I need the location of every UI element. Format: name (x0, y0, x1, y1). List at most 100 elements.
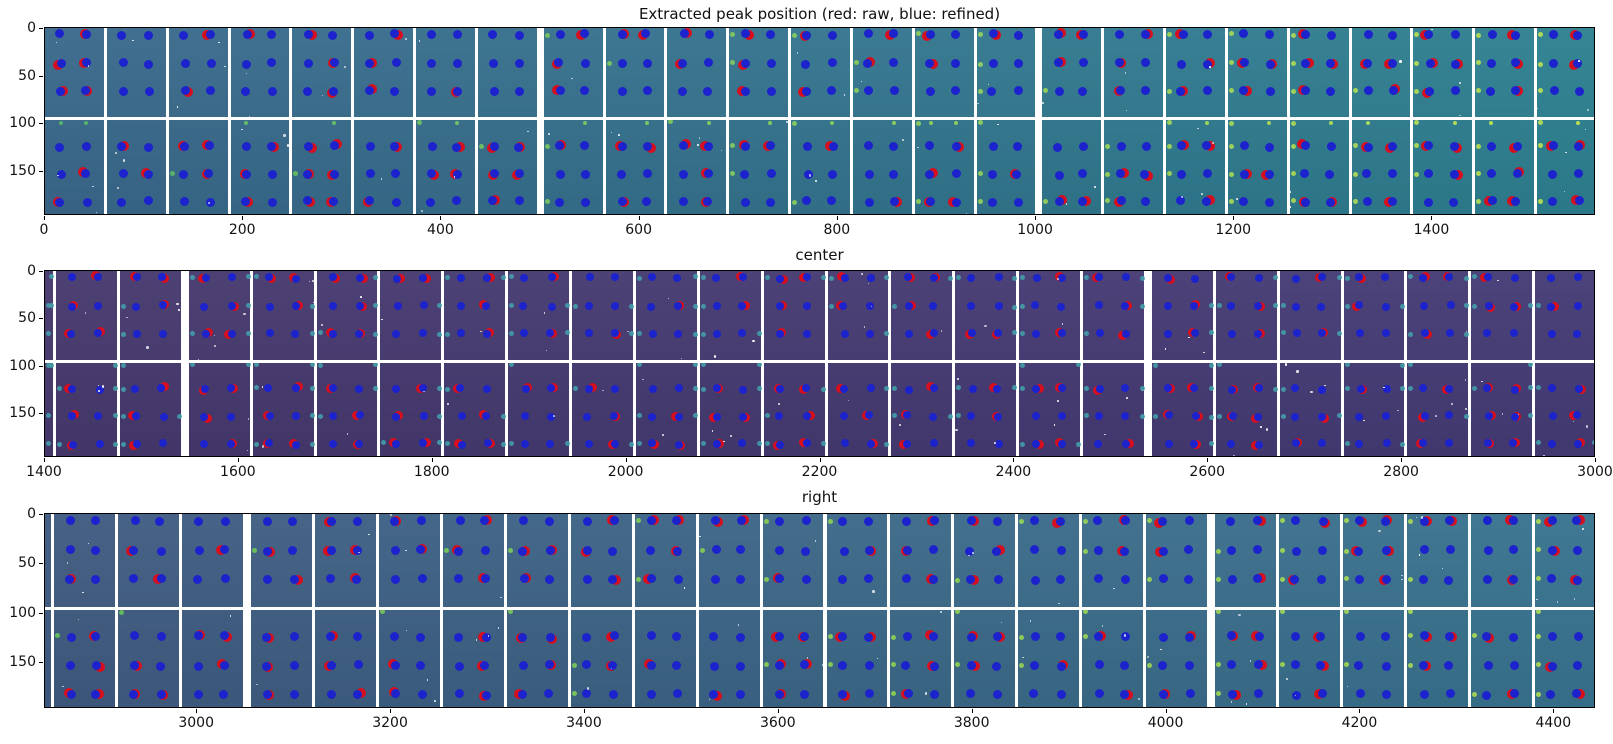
edge-peak-dot (46, 413, 51, 419)
noise-speckle (229, 615, 232, 617)
refined-peak-dot (144, 169, 154, 179)
edge-peak-dot (1464, 302, 1470, 308)
refined-peak-dot (1387, 30, 1397, 40)
refined-peak-dot (426, 30, 436, 40)
refined-peak-dot (355, 440, 364, 449)
refined-peak-dot (518, 515, 528, 525)
edge-peak-dot (1208, 385, 1214, 391)
refined-peak-dot (966, 688, 976, 698)
refined-peak-dot (1229, 412, 1238, 421)
refined-peak-dot (1356, 689, 1366, 699)
refined-peak-dot (66, 632, 76, 642)
detector-module (416, 28, 475, 214)
noise-speckle (610, 667, 613, 670)
refined-peak-dot (1573, 575, 1583, 585)
refined-peak-dot (802, 330, 811, 339)
noise-speckle (55, 41, 58, 44)
edge-peak-dot (892, 412, 898, 418)
edge-peak-dot (1105, 172, 1111, 178)
refined-peak-dot (1095, 689, 1105, 699)
refined-peak-dot (1361, 168, 1371, 178)
refined-peak-dot (967, 439, 976, 448)
edge-peak-dot (1290, 170, 1296, 176)
refined-peak-dot (802, 384, 811, 393)
noise-speckle (697, 144, 699, 146)
refined-peak-dot (452, 58, 462, 68)
refined-peak-dot (544, 660, 554, 670)
refined-peak-dot (267, 142, 277, 152)
refined-peak-dot (1326, 59, 1336, 68)
edge-peak-dot (892, 120, 897, 125)
refined-peak-dot (1354, 412, 1363, 421)
refined-peak-dot (904, 385, 913, 394)
refined-peak-dot (219, 545, 229, 555)
refined-peak-dot (617, 86, 627, 96)
refined-peak-dot (738, 328, 747, 337)
refined-peak-dot (1548, 412, 1557, 421)
noise-speckle (662, 434, 664, 436)
edge-peak-dot (692, 303, 698, 309)
x-tick-mark (431, 458, 433, 462)
refined-peak-dot (610, 301, 619, 310)
edge-peak-dot (1020, 362, 1026, 368)
detector-module (45, 514, 51, 707)
noise-speckle (527, 130, 529, 133)
refined-peak-dot (1448, 198, 1458, 208)
edge-peak-dot (1328, 120, 1333, 125)
edge-peak-dot (245, 303, 251, 309)
edge-peak-dot (884, 386, 890, 392)
edge-peak-dot (1472, 304, 1478, 310)
refined-peak-dot (1356, 384, 1365, 393)
refined-peak-dot (356, 302, 365, 311)
noise-speckle (87, 542, 90, 545)
edge-peak-dot (55, 633, 60, 639)
noise-speckle (1572, 420, 1575, 423)
noise-speckle (1464, 379, 1467, 381)
refined-peak-dot (802, 196, 812, 206)
edge-peak-dot (1344, 662, 1350, 668)
refined-peak-dot (1508, 439, 1517, 448)
noise-speckle (84, 312, 87, 314)
refined-peak-dot (1382, 690, 1392, 700)
refined-peak-dot (766, 87, 776, 97)
edge-peak-dot (309, 362, 315, 368)
noise-speckle (708, 698, 711, 701)
refined-peak-dot (519, 274, 528, 283)
refined-peak-dot (1512, 168, 1522, 178)
edge-peak-dot (635, 577, 641, 583)
y-tick-label: 50 (18, 67, 36, 84)
refined-peak-dot (1509, 689, 1519, 699)
noise-speckle (737, 624, 740, 626)
refined-peak-dot (1444, 632, 1454, 642)
refined-peak-dot (608, 575, 618, 585)
refined-peak-dot (391, 58, 401, 68)
refined-peak-dot (1227, 546, 1237, 556)
refined-peak-dot (902, 517, 912, 527)
refined-peak-dot (1177, 170, 1187, 180)
refined-peak-dot (1165, 411, 1174, 420)
edge-peak-dot (1464, 275, 1470, 281)
refined-peak-dot (1159, 633, 1169, 643)
x-tick-label: 4400 (1535, 715, 1572, 731)
refined-peak-dot (839, 412, 848, 421)
edge-peak-dot (169, 171, 175, 176)
refined-peak-dot (390, 168, 400, 178)
refined-peak-dot (261, 661, 271, 671)
refined-peak-dot (365, 30, 375, 40)
detector-module (635, 271, 697, 456)
noise-speckle (87, 65, 90, 67)
refined-peak-dot (55, 142, 65, 152)
x-tick-mark (1595, 458, 1596, 462)
x-tick-mark (237, 458, 239, 462)
refined-peak-dot (517, 689, 527, 699)
refined-peak-dot (1157, 661, 1167, 671)
refined-peak-dot (206, 59, 216, 69)
edge-peak-dot (636, 362, 642, 368)
x-tick-label: 600 (625, 222, 652, 238)
refined-peak-dot (1228, 690, 1238, 700)
edge-peak-dot (636, 413, 642, 419)
refined-peak-dot (929, 575, 939, 584)
edge-peak-dot (1414, 171, 1420, 177)
refined-peak-dot (264, 273, 273, 282)
edge-peak-dot (1536, 302, 1542, 308)
